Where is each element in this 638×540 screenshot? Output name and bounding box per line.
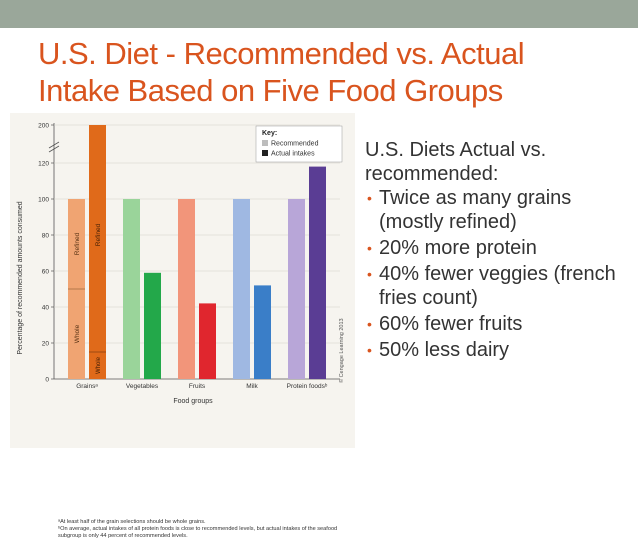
credit-text: © Cengage Learning 2013 xyxy=(338,318,345,383)
footnote-b: ᵇOn average, actual intakes of all prote… xyxy=(58,526,338,539)
legend-swatch-recommended xyxy=(262,140,268,146)
bullet-text: 60% fewer fruits xyxy=(379,313,523,335)
bullets-intro: U.S. Diets Actual vs. recommended: xyxy=(365,139,547,185)
axis-break-mark xyxy=(48,145,60,153)
legend-swatch-actual xyxy=(262,150,268,156)
bar-actual xyxy=(144,272,161,379)
segment-label-whole: Whole xyxy=(96,356,102,374)
segment-label-refined: Refined xyxy=(95,223,102,246)
y-tick-label: 100 xyxy=(38,197,49,204)
y-tick-label: 120 xyxy=(38,161,49,168)
bullet-text: 20% more protein xyxy=(379,237,537,259)
y-tick-label: 200 xyxy=(38,123,49,130)
y-tick-label: 40 xyxy=(42,305,50,312)
bullet-dot-icon: • xyxy=(367,316,372,332)
bullet-item: • 60% fewer fruits xyxy=(365,312,635,336)
bullet-item: • 50% less dairy xyxy=(365,338,635,362)
bullet-dot-icon: • xyxy=(367,190,372,206)
bullet-list: • Twice as many grains (mostly refined) •… xyxy=(365,186,635,362)
legend-label-actual: Actual intakes xyxy=(271,151,315,158)
bullet-dot-icon: • xyxy=(367,342,372,358)
bullet-item: • Twice as many grains (mostly refined) xyxy=(365,186,635,234)
y-tick-label: 80 xyxy=(42,233,50,240)
y-tick-label: 60 xyxy=(42,269,50,276)
title-line-2: Intake Based on Five Food Groups xyxy=(38,73,503,108)
segment-label-refined: Refined xyxy=(74,232,81,255)
bullet-panel: U.S. Diets Actual vs. recommended: • Twic… xyxy=(365,138,635,364)
footnote-a: ᵃAt least half of the grain selections s… xyxy=(58,519,206,525)
footnotes: ᵃAt least half of the grain selections s… xyxy=(58,519,358,540)
x-tick-label: Milk xyxy=(246,383,258,390)
title-line-1: U.S. Diet - Recommended vs. Actual xyxy=(38,36,525,71)
bar-actual xyxy=(254,285,271,379)
x-axis-label: Food groups xyxy=(173,398,213,405)
y-tick-label: 20 xyxy=(42,341,50,348)
bullet-text: 40% fewer veggies (french fries count) xyxy=(379,263,616,309)
bullet-dot-icon: • xyxy=(367,266,372,282)
bar-recommended xyxy=(178,199,195,379)
bar-actual xyxy=(89,125,106,379)
legend: Key: Recommended Actual intakes xyxy=(255,125,343,163)
x-tick-label: Grainsᵃ xyxy=(76,383,98,390)
chart-figure: 0 20 40 60 80 100 120 200 Grainsᵃ Whole Refined Who… xyxy=(10,113,355,539)
bar-actual xyxy=(199,303,216,379)
bullet-text: Twice as many grains (mostly refined) xyxy=(379,187,572,233)
bar-actual xyxy=(309,166,326,379)
bar-recommended xyxy=(233,199,250,379)
legend-label-recommended: Recommended xyxy=(271,141,319,148)
slide-title: U.S. Diet - Recommended vs. Actual Intak… xyxy=(38,35,598,109)
y-axis-label: Percentage of recommended amounts consum… xyxy=(17,201,24,354)
legend-box xyxy=(255,125,343,163)
bar-recommended xyxy=(288,199,305,379)
x-tick-label: Vegetables xyxy=(126,383,159,390)
bullet-dot-icon: • xyxy=(367,240,372,256)
x-tick-label: Fruits xyxy=(189,383,206,390)
bullet-item: • 40% fewer veggies (french fries count) xyxy=(365,262,635,310)
bar-chart: 0 20 40 60 80 100 120 200 Grainsᵃ Whole Refined Who… xyxy=(17,123,345,406)
top-band xyxy=(0,0,638,28)
y-tick-label: 0 xyxy=(45,377,49,384)
axis-break-mark xyxy=(48,141,60,149)
x-tick-label: Protein foodsᵇ xyxy=(287,383,328,390)
bullet-item: • 20% more protein xyxy=(365,236,635,260)
legend-title: Key: xyxy=(262,130,277,137)
segment-label-whole: Whole xyxy=(74,324,81,343)
bullet-text: 50% less dairy xyxy=(379,339,510,361)
bar-recommended xyxy=(123,199,140,379)
